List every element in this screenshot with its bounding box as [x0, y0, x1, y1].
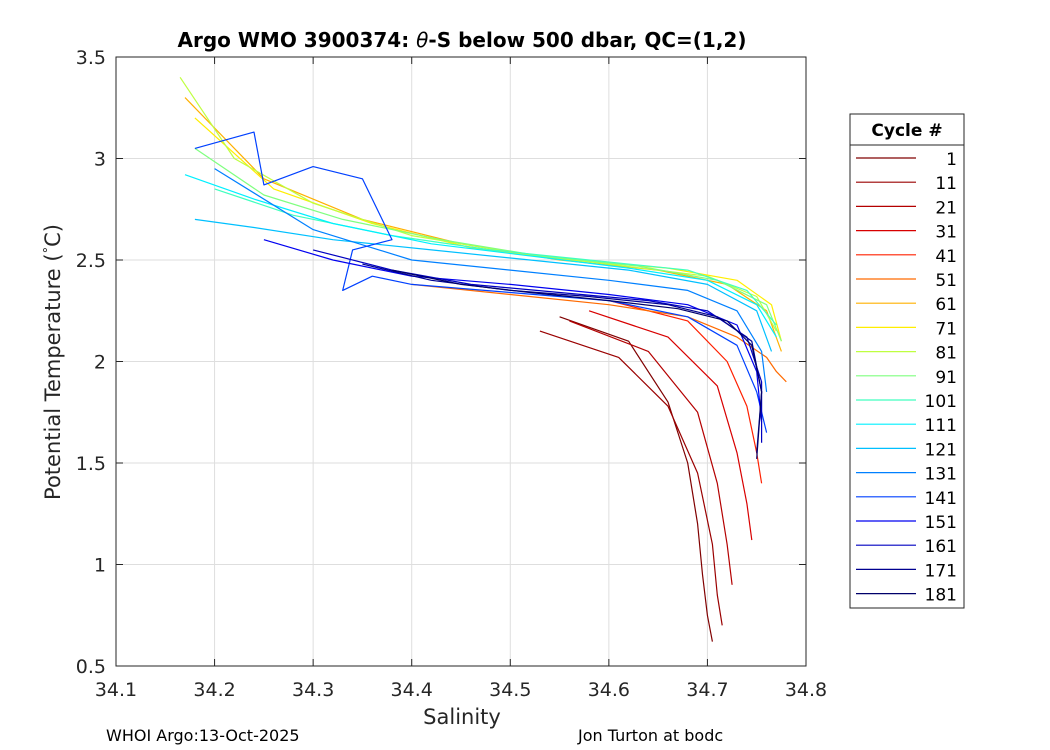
series-line-cycle-31 — [588, 310, 753, 541]
series-line-cycle-51 — [411, 283, 787, 383]
legend-label-131: 131 — [925, 465, 957, 485]
legend-label-1: 1 — [946, 150, 957, 170]
title-prefix: Argo WMO 3900374: — [178, 28, 417, 52]
legend-label-111: 111 — [925, 416, 957, 436]
legend-label-151: 151 — [925, 513, 957, 533]
title-theta: θ — [416, 28, 428, 52]
series-line-cycle-141 — [194, 131, 768, 433]
x-tick-label: 34.4 — [391, 679, 433, 701]
chart-title: Argo WMO 3900374: θ-S below 500 dbar, QC… — [178, 28, 747, 52]
series-line-cycle-181 — [391, 269, 763, 459]
legend-label-141: 141 — [925, 489, 957, 509]
series-line-cycle-151 — [263, 239, 763, 423]
series-line-cycle-11 — [539, 330, 723, 626]
y-tick-label: 3.5 — [76, 47, 106, 69]
x-tick-label: 34.2 — [193, 679, 235, 701]
y-tick-label: 2 — [94, 352, 106, 374]
title-suffix: -S below 500 dbar, QC=(1,2) — [428, 28, 746, 52]
series-line-cycle-1 — [559, 316, 713, 642]
series-line-cycle-71 — [194, 117, 782, 342]
y-axis-label: Potential Temperature (°C) — [41, 224, 65, 500]
legend-label-81: 81 — [935, 344, 957, 364]
series-group — [179, 76, 787, 642]
y-tick-labels: 0.5 1 1.5 2 2.5 3 3.5 — [76, 47, 106, 678]
y-tick-label: 3 — [94, 149, 106, 171]
legend-label-11: 11 — [935, 174, 957, 194]
legend-label-91: 91 — [935, 368, 957, 388]
x-tick-labels: 34.1 34.2 34.3 34.4 34.5 34.6 34.7 34.8 — [95, 679, 827, 701]
x-tick-label: 34.1 — [95, 679, 137, 701]
series-line-cycle-91 — [194, 147, 782, 342]
legend-label-71: 71 — [935, 319, 957, 339]
series-line-cycle-111 — [184, 174, 777, 338]
x-tick-label: 34.7 — [686, 679, 728, 701]
legend-box — [849, 113, 965, 609]
legend-label-61: 61 — [935, 295, 957, 315]
legend-label-51: 51 — [935, 271, 957, 291]
legend-entries: 1112131415161718191101111121131141151161… — [856, 150, 957, 606]
legend-label-121: 121 — [925, 440, 957, 460]
series-line-cycle-41 — [608, 300, 763, 484]
x-tick-label: 34.3 — [292, 679, 334, 701]
legend-label-21: 21 — [935, 198, 957, 218]
y-tick-label: 0.5 — [76, 656, 106, 678]
footer-left: WHOI Argo:13-Oct-2025 — [106, 726, 300, 745]
footer-right: Jon Turton at bodc — [578, 726, 724, 745]
y-label-unit: C) — [41, 224, 65, 247]
x-tick-label: 34.5 — [489, 679, 531, 701]
y-tick-label: 2.5 — [76, 250, 106, 272]
y-label-text: Potential Temperature ( — [41, 253, 65, 500]
legend-label-31: 31 — [935, 223, 957, 243]
x-tick-label: 34.8 — [785, 679, 827, 701]
series-line-cycle-21 — [569, 320, 733, 585]
y-tick-label: 1 — [94, 555, 106, 577]
legend: Cycle # 11121314151617181911011111211311… — [849, 113, 965, 609]
legend-label-181: 181 — [925, 586, 957, 606]
y-label-degree: ° — [42, 247, 57, 254]
legend-label-101: 101 — [925, 392, 957, 412]
legend-label-161: 161 — [925, 537, 957, 557]
series-line-cycle-101 — [214, 188, 777, 326]
series-line-cycle-131 — [214, 168, 768, 392]
x-axis-label: Salinity — [423, 705, 501, 729]
legend-label-41: 41 — [935, 247, 957, 267]
legend-title: Cycle # — [871, 121, 942, 141]
series-line-cycle-121 — [194, 218, 773, 352]
y-tick-label: 1.5 — [76, 453, 106, 475]
x-tick-label: 34.6 — [588, 679, 630, 701]
legend-label-171: 171 — [925, 561, 957, 581]
ticks — [115, 56, 807, 667]
